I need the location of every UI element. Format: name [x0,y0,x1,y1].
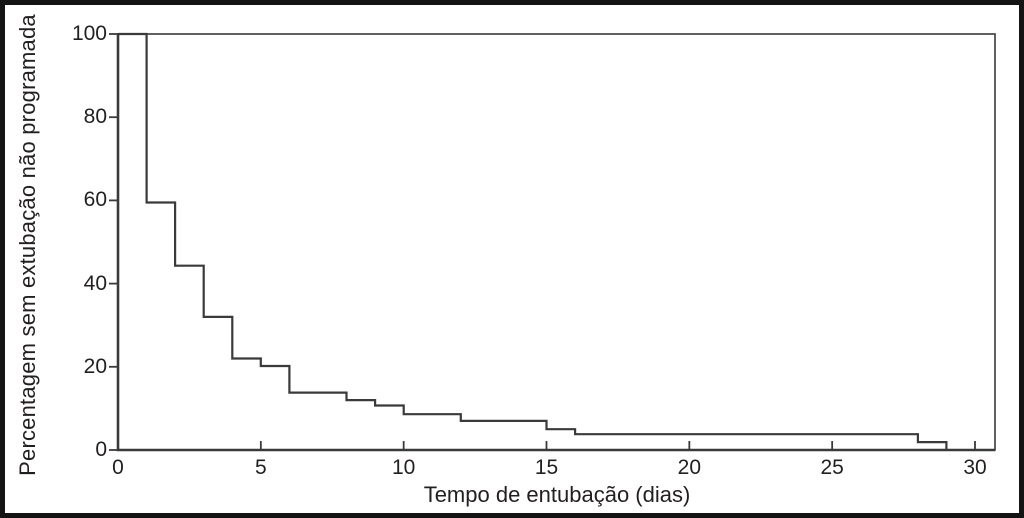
x-tick-label-10: 10 [391,456,416,479]
y-tick-label-100: 100 [71,22,107,45]
x-tick-label-30: 30 [963,456,987,479]
y-axis-title: Percentagem sem extubação não programada [15,14,40,476]
x-tick-label-5: 5 [254,456,267,479]
y-tick-label-20: 20 [83,354,107,378]
y-tick-label-60: 60 [83,188,107,212]
x-tick-label-25: 25 [820,456,844,479]
y-tick-label-0: 0 [95,438,107,461]
x-tick-label-0: 0 [112,456,124,479]
x-axis-title: Tempo de entubação (dias) [423,482,691,507]
x-tick-label-20: 20 [677,456,702,479]
y-tick-label-40: 40 [83,271,107,295]
y-tick-label-80: 80 [83,105,107,129]
x-tick-label-15: 15 [534,456,559,479]
